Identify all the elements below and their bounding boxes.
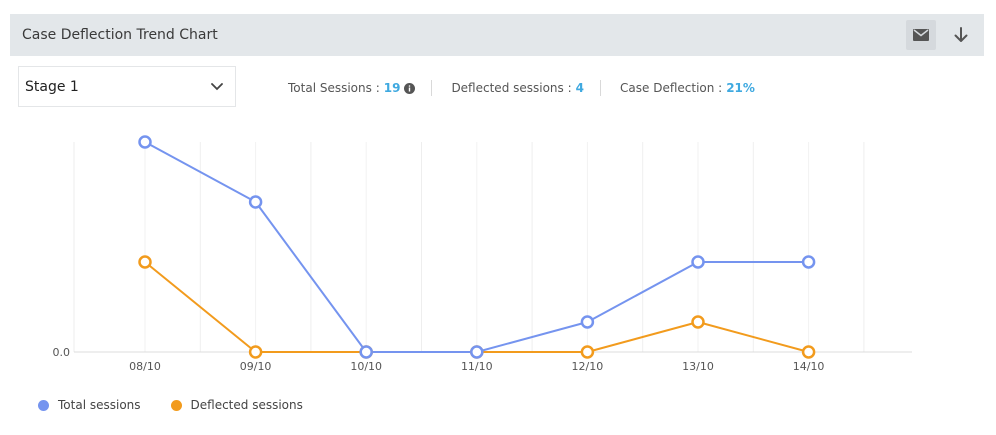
deflected-sessions-label: Deflected sessions : xyxy=(451,81,572,95)
download-icon xyxy=(954,27,968,42)
case-deflection-value: 21% xyxy=(726,81,755,95)
x-tick-label: 10/10 xyxy=(350,360,382,373)
x-tick-label: 08/10 xyxy=(129,360,161,373)
x-tick-label: 11/10 xyxy=(461,360,493,373)
legend-item-deflected-sessions[interactable]: Deflected sessions xyxy=(170,398,303,412)
download-button[interactable] xyxy=(946,20,976,50)
stage-dropdown[interactable]: Stage 1 xyxy=(18,66,236,107)
total-sessions-label: Total Sessions : xyxy=(288,81,380,95)
data-point-deflected-sessions xyxy=(801,345,816,359)
info-icon[interactable] xyxy=(404,82,416,94)
legend-swatch-deflected xyxy=(170,399,182,411)
data-point-total-sessions xyxy=(691,255,705,269)
panel-header: Case Deflection Trend Chart xyxy=(10,14,984,56)
stat-deflected-sessions: Deflected sessions : 4 xyxy=(451,81,584,95)
x-tick-label: 09/10 xyxy=(240,360,272,373)
x-tick-label: 13/10 xyxy=(682,360,714,373)
mail-icon xyxy=(913,29,929,41)
stat-case-deflection: Case Deflection : 21% xyxy=(620,81,755,95)
stage-selected-value: Stage 1 xyxy=(25,78,79,95)
session-stats: Total Sessions : 19 Deflected sessions :… xyxy=(288,79,755,97)
chevron-down-icon xyxy=(211,82,223,90)
total-sessions-value: 19 xyxy=(383,81,401,95)
email-button[interactable] xyxy=(906,20,936,50)
legend-label-total: Total sessions xyxy=(58,398,141,412)
legend-swatch-total xyxy=(38,399,49,411)
data-point-total-sessions xyxy=(248,195,263,209)
data-point-deflected-sessions xyxy=(248,345,263,359)
legend-label-deflected: Deflected sessions xyxy=(190,398,303,412)
x-tick-label: 12/10 xyxy=(572,360,604,373)
chart-title: Case Deflection Trend Chart xyxy=(22,27,218,43)
legend-item-total-sessions[interactable]: Total sessions xyxy=(38,398,141,412)
data-point-total-sessions xyxy=(801,255,816,269)
y-tick-label: 0.0 xyxy=(53,346,71,359)
divider xyxy=(600,80,602,96)
data-point-total-sessions xyxy=(580,315,595,329)
data-point-total-sessions xyxy=(359,345,373,359)
data-point-total-sessions xyxy=(138,135,152,149)
case-deflection-label: Case Deflection : xyxy=(620,81,723,95)
deflected-sessions-value: 4 xyxy=(575,81,585,95)
x-tick-label: 14/10 xyxy=(793,360,825,373)
data-point-deflected-sessions xyxy=(691,315,705,329)
divider xyxy=(431,80,433,96)
data-point-deflected-sessions xyxy=(138,255,152,269)
chart-legend: Total sessions Deflected sessions xyxy=(38,398,333,412)
stat-total-sessions: Total Sessions : 19 xyxy=(288,81,416,95)
data-point-deflected-sessions xyxy=(580,345,595,359)
data-point-total-sessions xyxy=(470,345,484,359)
